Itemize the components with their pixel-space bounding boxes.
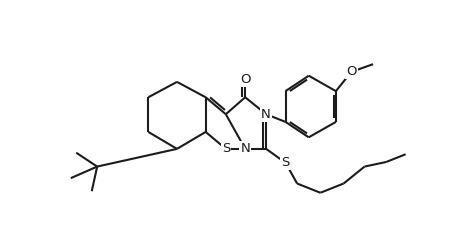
Text: N: N — [240, 142, 250, 155]
Text: S: S — [222, 142, 230, 155]
Text: O: O — [240, 73, 250, 86]
Text: N: N — [261, 108, 271, 121]
Text: S: S — [281, 156, 290, 169]
Text: O: O — [346, 65, 357, 78]
